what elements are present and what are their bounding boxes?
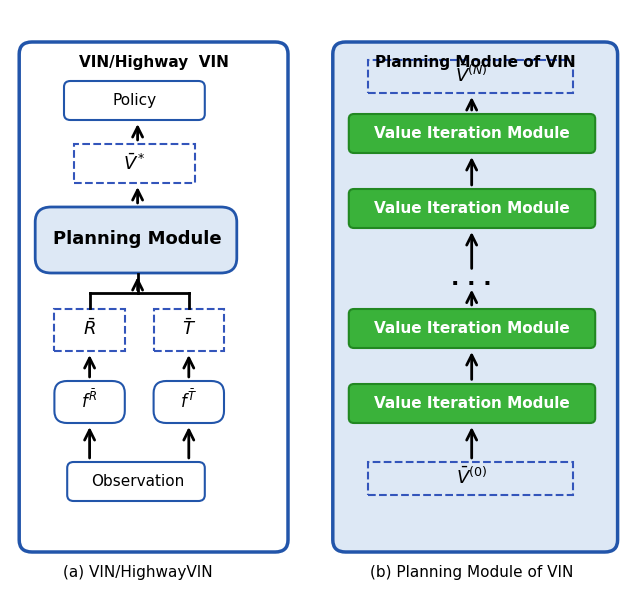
FancyBboxPatch shape <box>154 381 224 423</box>
Text: Planning Module: Planning Module <box>53 230 222 248</box>
FancyBboxPatch shape <box>349 384 595 423</box>
Text: Value Iteration Module: Value Iteration Module <box>374 396 570 410</box>
FancyBboxPatch shape <box>67 462 205 501</box>
Text: Policy: Policy <box>113 92 156 108</box>
Text: Value Iteration Module: Value Iteration Module <box>374 125 570 140</box>
FancyBboxPatch shape <box>368 462 573 495</box>
FancyBboxPatch shape <box>349 309 595 348</box>
Text: VIN/Highway  VIN: VIN/Highway VIN <box>79 55 228 70</box>
FancyBboxPatch shape <box>349 114 595 153</box>
Text: . . .: . . . <box>451 269 492 289</box>
FancyBboxPatch shape <box>19 42 288 552</box>
Text: $f^{\bar{T}}$: $f^{\bar{T}}$ <box>180 389 197 412</box>
Text: Observation: Observation <box>91 474 184 488</box>
Text: $\bar{T}$: $\bar{T}$ <box>182 319 196 339</box>
Text: $\bar{V}^{(N)}$: $\bar{V}^{(N)}$ <box>455 64 488 86</box>
Text: Value Iteration Module: Value Iteration Module <box>374 320 570 335</box>
FancyBboxPatch shape <box>54 381 125 423</box>
FancyBboxPatch shape <box>35 207 237 273</box>
FancyBboxPatch shape <box>333 42 618 552</box>
Text: $f^{\bar{R}}$: $f^{\bar{R}}$ <box>81 389 98 412</box>
FancyBboxPatch shape <box>54 309 125 351</box>
FancyBboxPatch shape <box>368 60 573 93</box>
Text: Planning Module of VIN: Planning Module of VIN <box>374 55 575 70</box>
FancyBboxPatch shape <box>349 189 595 228</box>
Text: $\bar{V}^{(0)}$: $\bar{V}^{(0)}$ <box>456 466 487 488</box>
Text: Value Iteration Module: Value Iteration Module <box>374 200 570 215</box>
Text: $\bar{R}$: $\bar{R}$ <box>83 319 96 339</box>
Text: (a) VIN/HighwayVIN: (a) VIN/HighwayVIN <box>63 565 212 581</box>
FancyBboxPatch shape <box>74 144 195 183</box>
Text: $\bar{V}^*$: $\bar{V}^*$ <box>123 153 146 173</box>
Text: (b) Planning Module of VIN: (b) Planning Module of VIN <box>370 565 573 581</box>
FancyBboxPatch shape <box>64 81 205 120</box>
FancyBboxPatch shape <box>154 309 224 351</box>
